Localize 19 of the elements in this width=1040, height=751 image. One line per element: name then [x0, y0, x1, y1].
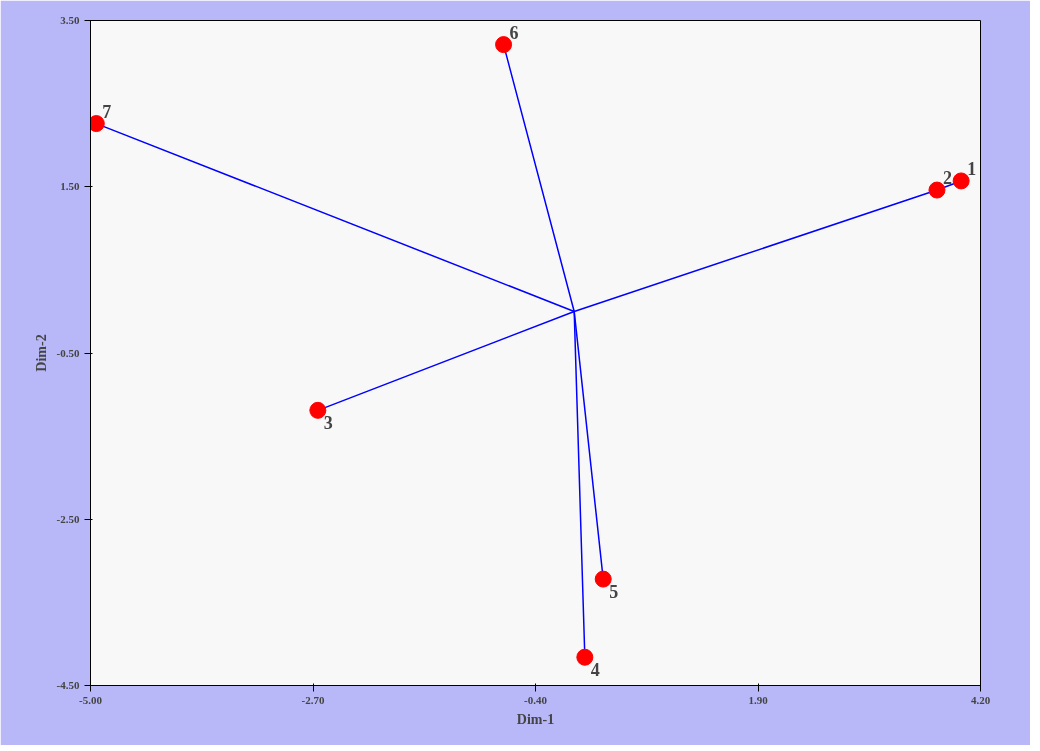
x-axis-title: Dim-1 — [516, 711, 555, 727]
y-tick-label: 3.50 — [60, 14, 80, 26]
x-tick-label: -0.40 — [524, 693, 548, 706]
y-tick-label: 1.50 — [60, 180, 80, 193]
y-axis-title: Dim-2 — [33, 334, 49, 372]
annotation: 7 — [102, 101, 112, 122]
annotation: 6 — [509, 22, 519, 43]
annotation: 3 — [323, 413, 333, 434]
annotation: 5 — [609, 582, 619, 603]
x-tick-label: -2.70 — [301, 693, 325, 706]
annotation: 1 — [967, 158, 977, 179]
annotation: 4 — [590, 660, 600, 681]
annotation: 2 — [942, 168, 952, 189]
y-tick-label: -0.50 — [56, 346, 80, 359]
y-tick-label: -4.50 — [56, 679, 80, 691]
x-tick-label: -5.00 — [79, 693, 103, 706]
x-tick-label: 4.20 — [970, 693, 991, 706]
x-tick-label: 1.90 — [748, 693, 769, 706]
y-tick-label: -2.50 — [56, 512, 80, 525]
